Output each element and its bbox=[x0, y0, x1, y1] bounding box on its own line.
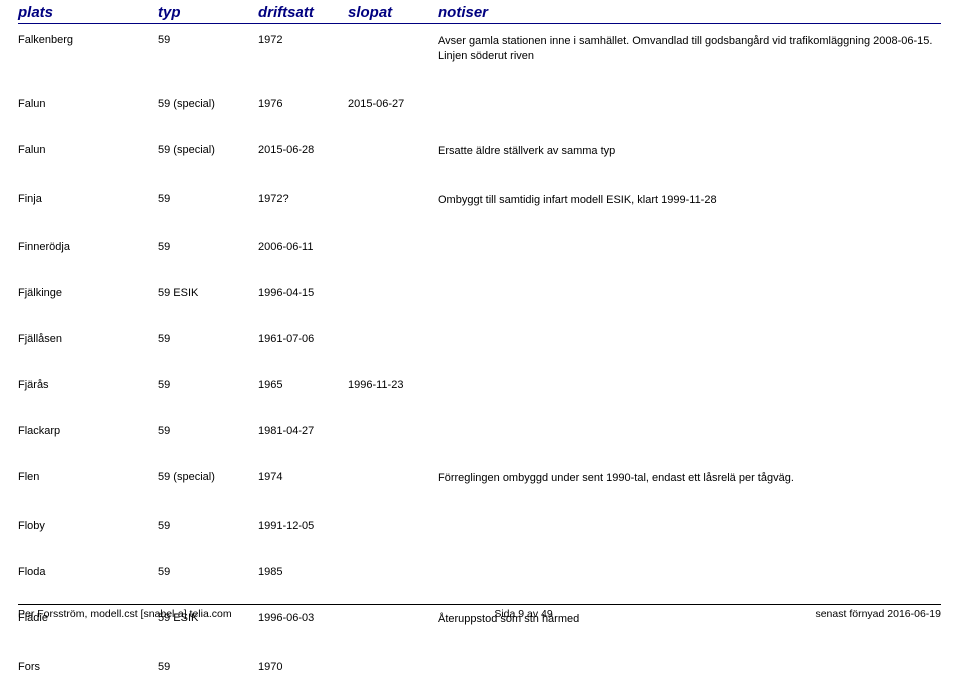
cell-plats: Floby bbox=[18, 520, 158, 532]
cell-driftsatt: 1996-04-15 bbox=[258, 287, 348, 299]
cell-typ: 59 (special) bbox=[158, 471, 258, 486]
cell-slopat bbox=[348, 520, 438, 532]
cell-typ: 59 bbox=[158, 425, 258, 437]
cell-notiser bbox=[438, 379, 941, 391]
cell-plats: Falun bbox=[18, 144, 158, 159]
cell-notiser bbox=[438, 425, 941, 437]
header-driftsatt: driftsatt bbox=[258, 4, 348, 21]
footer-center: Sida 9 av 49 bbox=[494, 608, 552, 620]
header-plats: plats bbox=[18, 4, 158, 21]
cell-slopat bbox=[348, 425, 438, 437]
cell-driftsatt: 1985 bbox=[258, 566, 348, 578]
cell-slopat bbox=[348, 661, 438, 673]
cell-notiser bbox=[438, 566, 941, 578]
cell-plats: Fjälkinge bbox=[18, 287, 158, 299]
table-header: plats typ driftsatt slopat notiser bbox=[18, 4, 941, 24]
header-notiser: notiser bbox=[438, 4, 941, 21]
cell-slopat: 2015-06-27 bbox=[348, 98, 438, 110]
cell-slopat bbox=[348, 333, 438, 345]
cell-typ: 59 bbox=[158, 34, 258, 64]
cell-driftsatt: 1972? bbox=[258, 193, 348, 208]
footer-left: Per Forsström, modell.cst [snabel-a] tel… bbox=[18, 608, 232, 620]
page-footer: Per Forsström, modell.cst [snabel-a] tel… bbox=[18, 604, 941, 620]
cell-notiser: Avser gamla stationen inne i samhället. … bbox=[438, 34, 941, 64]
page: plats typ driftsatt slopat notiser Falke… bbox=[0, 0, 959, 626]
table-row: Falun59 (special)2015-06-28 Ersatte äldre… bbox=[18, 134, 941, 183]
cell-typ: 59 (special) bbox=[158, 144, 258, 159]
cell-slopat bbox=[348, 193, 438, 208]
table-row: Finnerödja592006-06-11 bbox=[18, 231, 941, 277]
header-slopat: slopat bbox=[348, 4, 438, 21]
cell-driftsatt: 1961-07-06 bbox=[258, 333, 348, 345]
cell-notiser: Ombyggt till samtidig infart modell ESIK… bbox=[438, 193, 941, 208]
footer-right: senast förnyad 2016-06-19 bbox=[815, 608, 941, 620]
table-row: Floby591991-12-05 bbox=[18, 510, 941, 556]
table-row: Fjälkinge59 ESIK1996-04-15 bbox=[18, 277, 941, 323]
cell-plats: Falkenberg bbox=[18, 34, 158, 64]
table-row: Falun59 (special)19762015-06-27 bbox=[18, 88, 941, 134]
table-row: Finja591972? Ombyggt till samtidig infart… bbox=[18, 183, 941, 232]
cell-plats: Finnerödja bbox=[18, 241, 158, 253]
cell-driftsatt: 2015-06-28 bbox=[258, 144, 348, 159]
cell-driftsatt: 2006-06-11 bbox=[258, 241, 348, 253]
table-row: Flackarp591981-04-27 bbox=[18, 415, 941, 461]
cell-typ: 59 bbox=[158, 241, 258, 253]
cell-typ: 59 bbox=[158, 520, 258, 532]
cell-driftsatt: 1972 bbox=[258, 34, 348, 64]
cell-slopat bbox=[348, 34, 438, 64]
cell-typ: 59 bbox=[158, 566, 258, 578]
cell-slopat bbox=[348, 241, 438, 253]
cell-driftsatt: 1991-12-05 bbox=[258, 520, 348, 532]
cell-driftsatt: 1974 bbox=[258, 471, 348, 486]
header-typ: typ bbox=[158, 4, 258, 21]
cell-typ: 59 bbox=[158, 333, 258, 345]
table-row: Fjällåsen591961-07-06 bbox=[18, 323, 941, 369]
cell-typ: 59 (special) bbox=[158, 98, 258, 110]
cell-notiser: Ersatte äldre ställverk av samma typ bbox=[438, 144, 941, 159]
table-row: Floda591985 bbox=[18, 556, 941, 602]
cell-notiser bbox=[438, 287, 941, 299]
table-row: Falkenberg591972 Avser gamla stationen in… bbox=[18, 24, 941, 88]
cell-notiser bbox=[438, 333, 941, 345]
cell-driftsatt: 1976 bbox=[258, 98, 348, 110]
cell-notiser bbox=[438, 661, 941, 673]
cell-typ: 59 bbox=[158, 379, 258, 391]
cell-plats: Fjärås bbox=[18, 379, 158, 391]
cell-driftsatt: 1970 bbox=[258, 661, 348, 673]
cell-plats: Flen bbox=[18, 471, 158, 486]
cell-notiser: Förreglingen ombyggd under sent 1990-tal… bbox=[438, 471, 941, 486]
cell-slopat bbox=[348, 287, 438, 299]
cell-typ: 59 bbox=[158, 661, 258, 673]
table-row: Fors591970 bbox=[18, 651, 941, 697]
table-row: Fjärås5919651996-11-23 bbox=[18, 369, 941, 415]
cell-typ: 59 bbox=[158, 193, 258, 208]
table-body: Falkenberg591972Avser gamla stationen in… bbox=[18, 24, 941, 697]
cell-typ: 59 ESIK bbox=[158, 287, 258, 299]
cell-plats: Fjällåsen bbox=[18, 333, 158, 345]
cell-slopat bbox=[348, 566, 438, 578]
cell-plats: Finja bbox=[18, 193, 158, 208]
cell-slopat: 1996-11-23 bbox=[348, 379, 438, 391]
cell-driftsatt: 1965 bbox=[258, 379, 348, 391]
cell-driftsatt: 1981-04-27 bbox=[258, 425, 348, 437]
cell-notiser bbox=[438, 241, 941, 253]
cell-plats: Fors bbox=[18, 661, 158, 673]
table-row: Flen59 (special)1974 Förreglingen ombyggd… bbox=[18, 461, 941, 510]
cell-notiser bbox=[438, 98, 941, 110]
cell-slopat bbox=[348, 144, 438, 159]
cell-slopat bbox=[348, 471, 438, 486]
cell-plats: Flackarp bbox=[18, 425, 158, 437]
cell-notiser bbox=[438, 520, 941, 532]
cell-plats: Falun bbox=[18, 98, 158, 110]
cell-plats: Floda bbox=[18, 566, 158, 578]
